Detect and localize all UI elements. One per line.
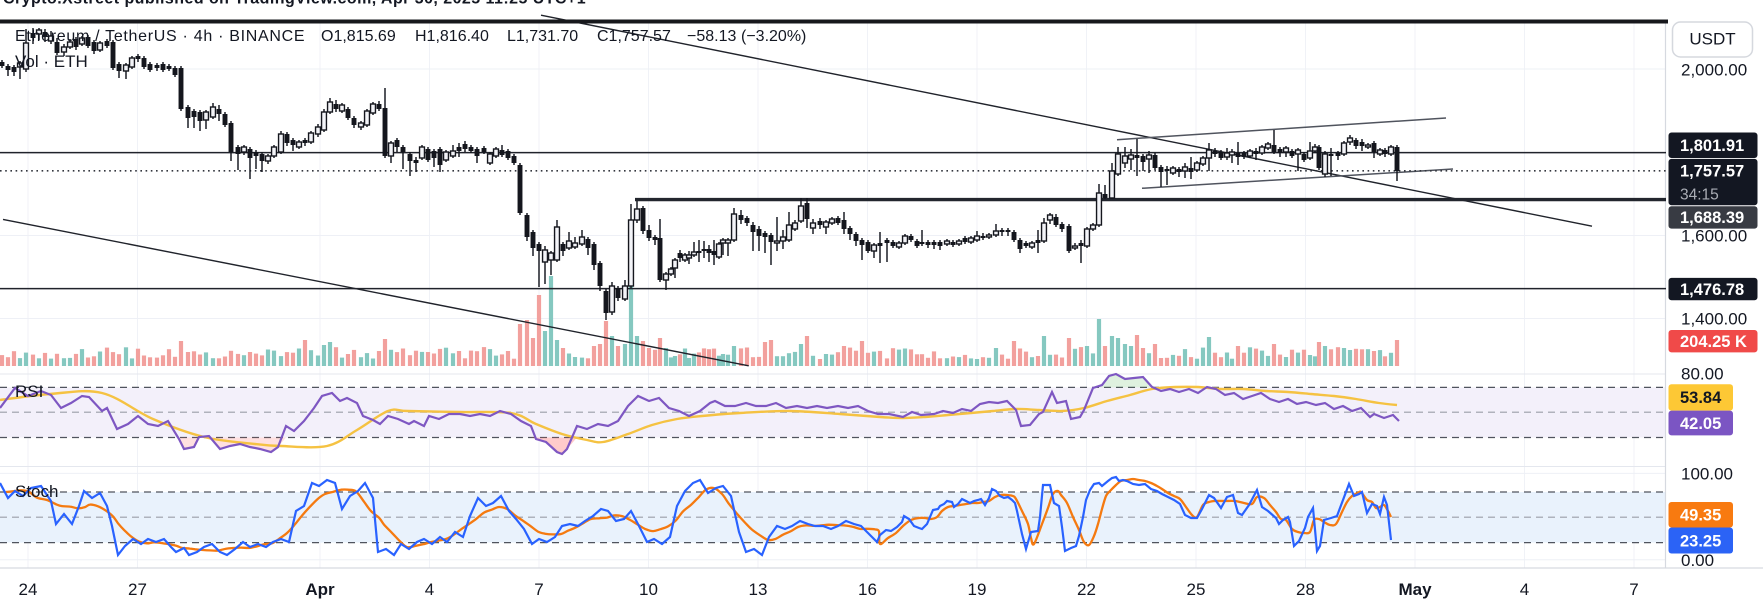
svg-text:34:15: 34:15 xyxy=(1680,187,1719,204)
svg-text:Ethereum / TetherUS · 4h · BIN: Ethereum / TetherUS · 4h · BINANCE xyxy=(15,28,305,45)
svg-text:(−3.20%): (−3.20%) xyxy=(741,28,806,45)
svg-text:10: 10 xyxy=(639,580,658,599)
svg-text:49.35: 49.35 xyxy=(1680,507,1721,525)
svg-text:25: 25 xyxy=(1187,580,1206,599)
svg-text:1,400.00: 1,400.00 xyxy=(1681,310,1747,329)
svg-text:27: 27 xyxy=(128,580,147,599)
svg-text:28: 28 xyxy=(1296,580,1315,599)
svg-text:23.25: 23.25 xyxy=(1680,532,1721,550)
svg-text:22: 22 xyxy=(1077,580,1096,599)
svg-text:1,476.78: 1,476.78 xyxy=(1680,281,1744,299)
svg-text:16: 16 xyxy=(858,580,877,599)
svg-text:C1,757.57: C1,757.57 xyxy=(597,28,671,45)
svg-text:1,688.39: 1,688.39 xyxy=(1680,209,1744,227)
svg-text:H1,816.40: H1,816.40 xyxy=(415,28,489,45)
svg-text:1,757.57: 1,757.57 xyxy=(1680,162,1744,180)
svg-text:1,600.00: 1,600.00 xyxy=(1681,227,1747,246)
svg-text:4: 4 xyxy=(425,580,434,599)
svg-text:Crypto.Xstreet published on Tr: Crypto.Xstreet published on TradingView.… xyxy=(3,0,586,8)
svg-text:100.00: 100.00 xyxy=(1681,464,1733,483)
svg-text:Stoch: Stoch xyxy=(15,482,58,501)
svg-text:Apr: Apr xyxy=(305,580,335,599)
svg-text:7: 7 xyxy=(534,580,543,599)
svg-text:May: May xyxy=(1398,580,1432,599)
svg-text:1,801.91: 1,801.91 xyxy=(1680,137,1744,155)
svg-text:USDT: USDT xyxy=(1689,30,1735,49)
svg-text:2,000.00: 2,000.00 xyxy=(1681,61,1747,80)
svg-text:7: 7 xyxy=(1629,580,1638,599)
svg-text:4: 4 xyxy=(1520,580,1529,599)
svg-text:42.05: 42.05 xyxy=(1680,415,1721,433)
svg-text:0.00: 0.00 xyxy=(1681,551,1714,570)
svg-text:RSI: RSI xyxy=(15,382,43,401)
svg-text:204.25 K: 204.25 K xyxy=(1680,333,1747,351)
svg-text:L1,731.70: L1,731.70 xyxy=(507,28,578,45)
svg-text:−58.13: −58.13 xyxy=(687,28,736,45)
svg-text:24: 24 xyxy=(19,580,38,599)
svg-text:13: 13 xyxy=(749,580,768,599)
svg-text:19: 19 xyxy=(968,580,987,599)
svg-text:Vol · ETH: Vol · ETH xyxy=(15,52,88,71)
svg-text:80.00: 80.00 xyxy=(1681,365,1724,384)
svg-text:53.84: 53.84 xyxy=(1680,389,1722,407)
svg-text:O1,815.69: O1,815.69 xyxy=(321,28,396,45)
